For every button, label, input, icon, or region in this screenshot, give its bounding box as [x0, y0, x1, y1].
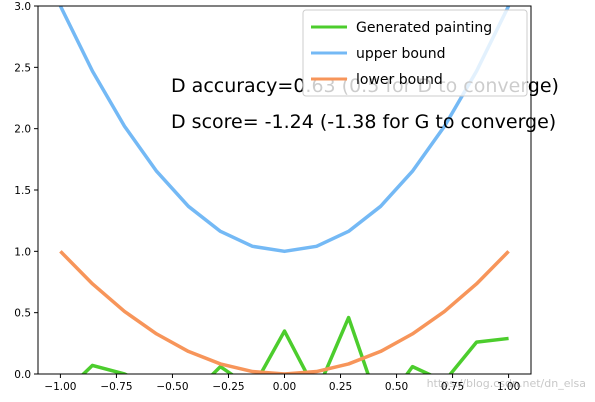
x-tick-label: 0.50 [385, 381, 408, 393]
y-tick-label: 0.5 [14, 308, 31, 320]
x-axis: −1.00 −0.75 −0.50 −0.25 0.00 0.25 0.50 0.75 1.00 [44, 374, 520, 393]
legend-box [302, 9, 528, 97]
series-lines [58, 6, 511, 374]
y-tick-label: 0.0 [14, 369, 31, 381]
x-tick-label: 0.00 [273, 381, 296, 393]
x-tick-label: −0.50 [156, 381, 188, 393]
y-tick-label: 2.5 [14, 62, 31, 74]
y-tick-label: 1.0 [14, 246, 31, 258]
x-tick-label: −0.75 [100, 381, 132, 393]
x-tick-label: 1.00 [497, 381, 520, 393]
legend: Generated painting upper bound lower bou… [302, 9, 528, 97]
annotation-d-score: D score= -1.24 (-1.38 for G to converge) [171, 111, 556, 133]
series-line-upper-bound [58, 6, 511, 254]
y-axis: 0.0 0.5 1.0 1.5 2.0 2.5 3.0 [14, 1, 38, 381]
y-tick-label: 3.0 [14, 1, 31, 13]
watermark: https://blog.csdn.net/dn_elsa [427, 377, 586, 390]
series-line-lower-bound [59, 250, 510, 374]
legend-label-upper-bound: upper bound [356, 46, 446, 62]
legend-label-generated-painting: Generated painting [356, 20, 492, 36]
y-tick-label: 2.0 [14, 124, 31, 136]
x-tick-label: −1.00 [44, 381, 76, 393]
x-tick-label: 0.75 [441, 381, 464, 393]
x-tick-label: 0.25 [329, 381, 352, 393]
x-tick-label: −0.25 [212, 381, 244, 393]
y-tick-label: 1.5 [14, 185, 31, 197]
legend-label-lower-bound: lower bound [356, 72, 443, 88]
series-line-generated-painting [80, 315, 509, 374]
